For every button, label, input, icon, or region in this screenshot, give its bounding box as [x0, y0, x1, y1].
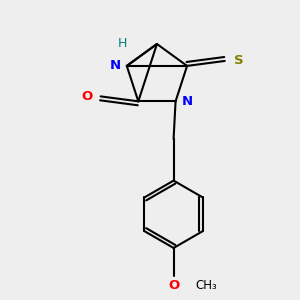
Text: H: H	[118, 37, 128, 50]
Text: CH₃: CH₃	[195, 279, 217, 292]
Text: N: N	[182, 95, 193, 108]
Text: O: O	[81, 90, 92, 103]
Text: S: S	[234, 54, 243, 68]
Text: O: O	[168, 279, 179, 292]
Text: N: N	[109, 59, 121, 72]
